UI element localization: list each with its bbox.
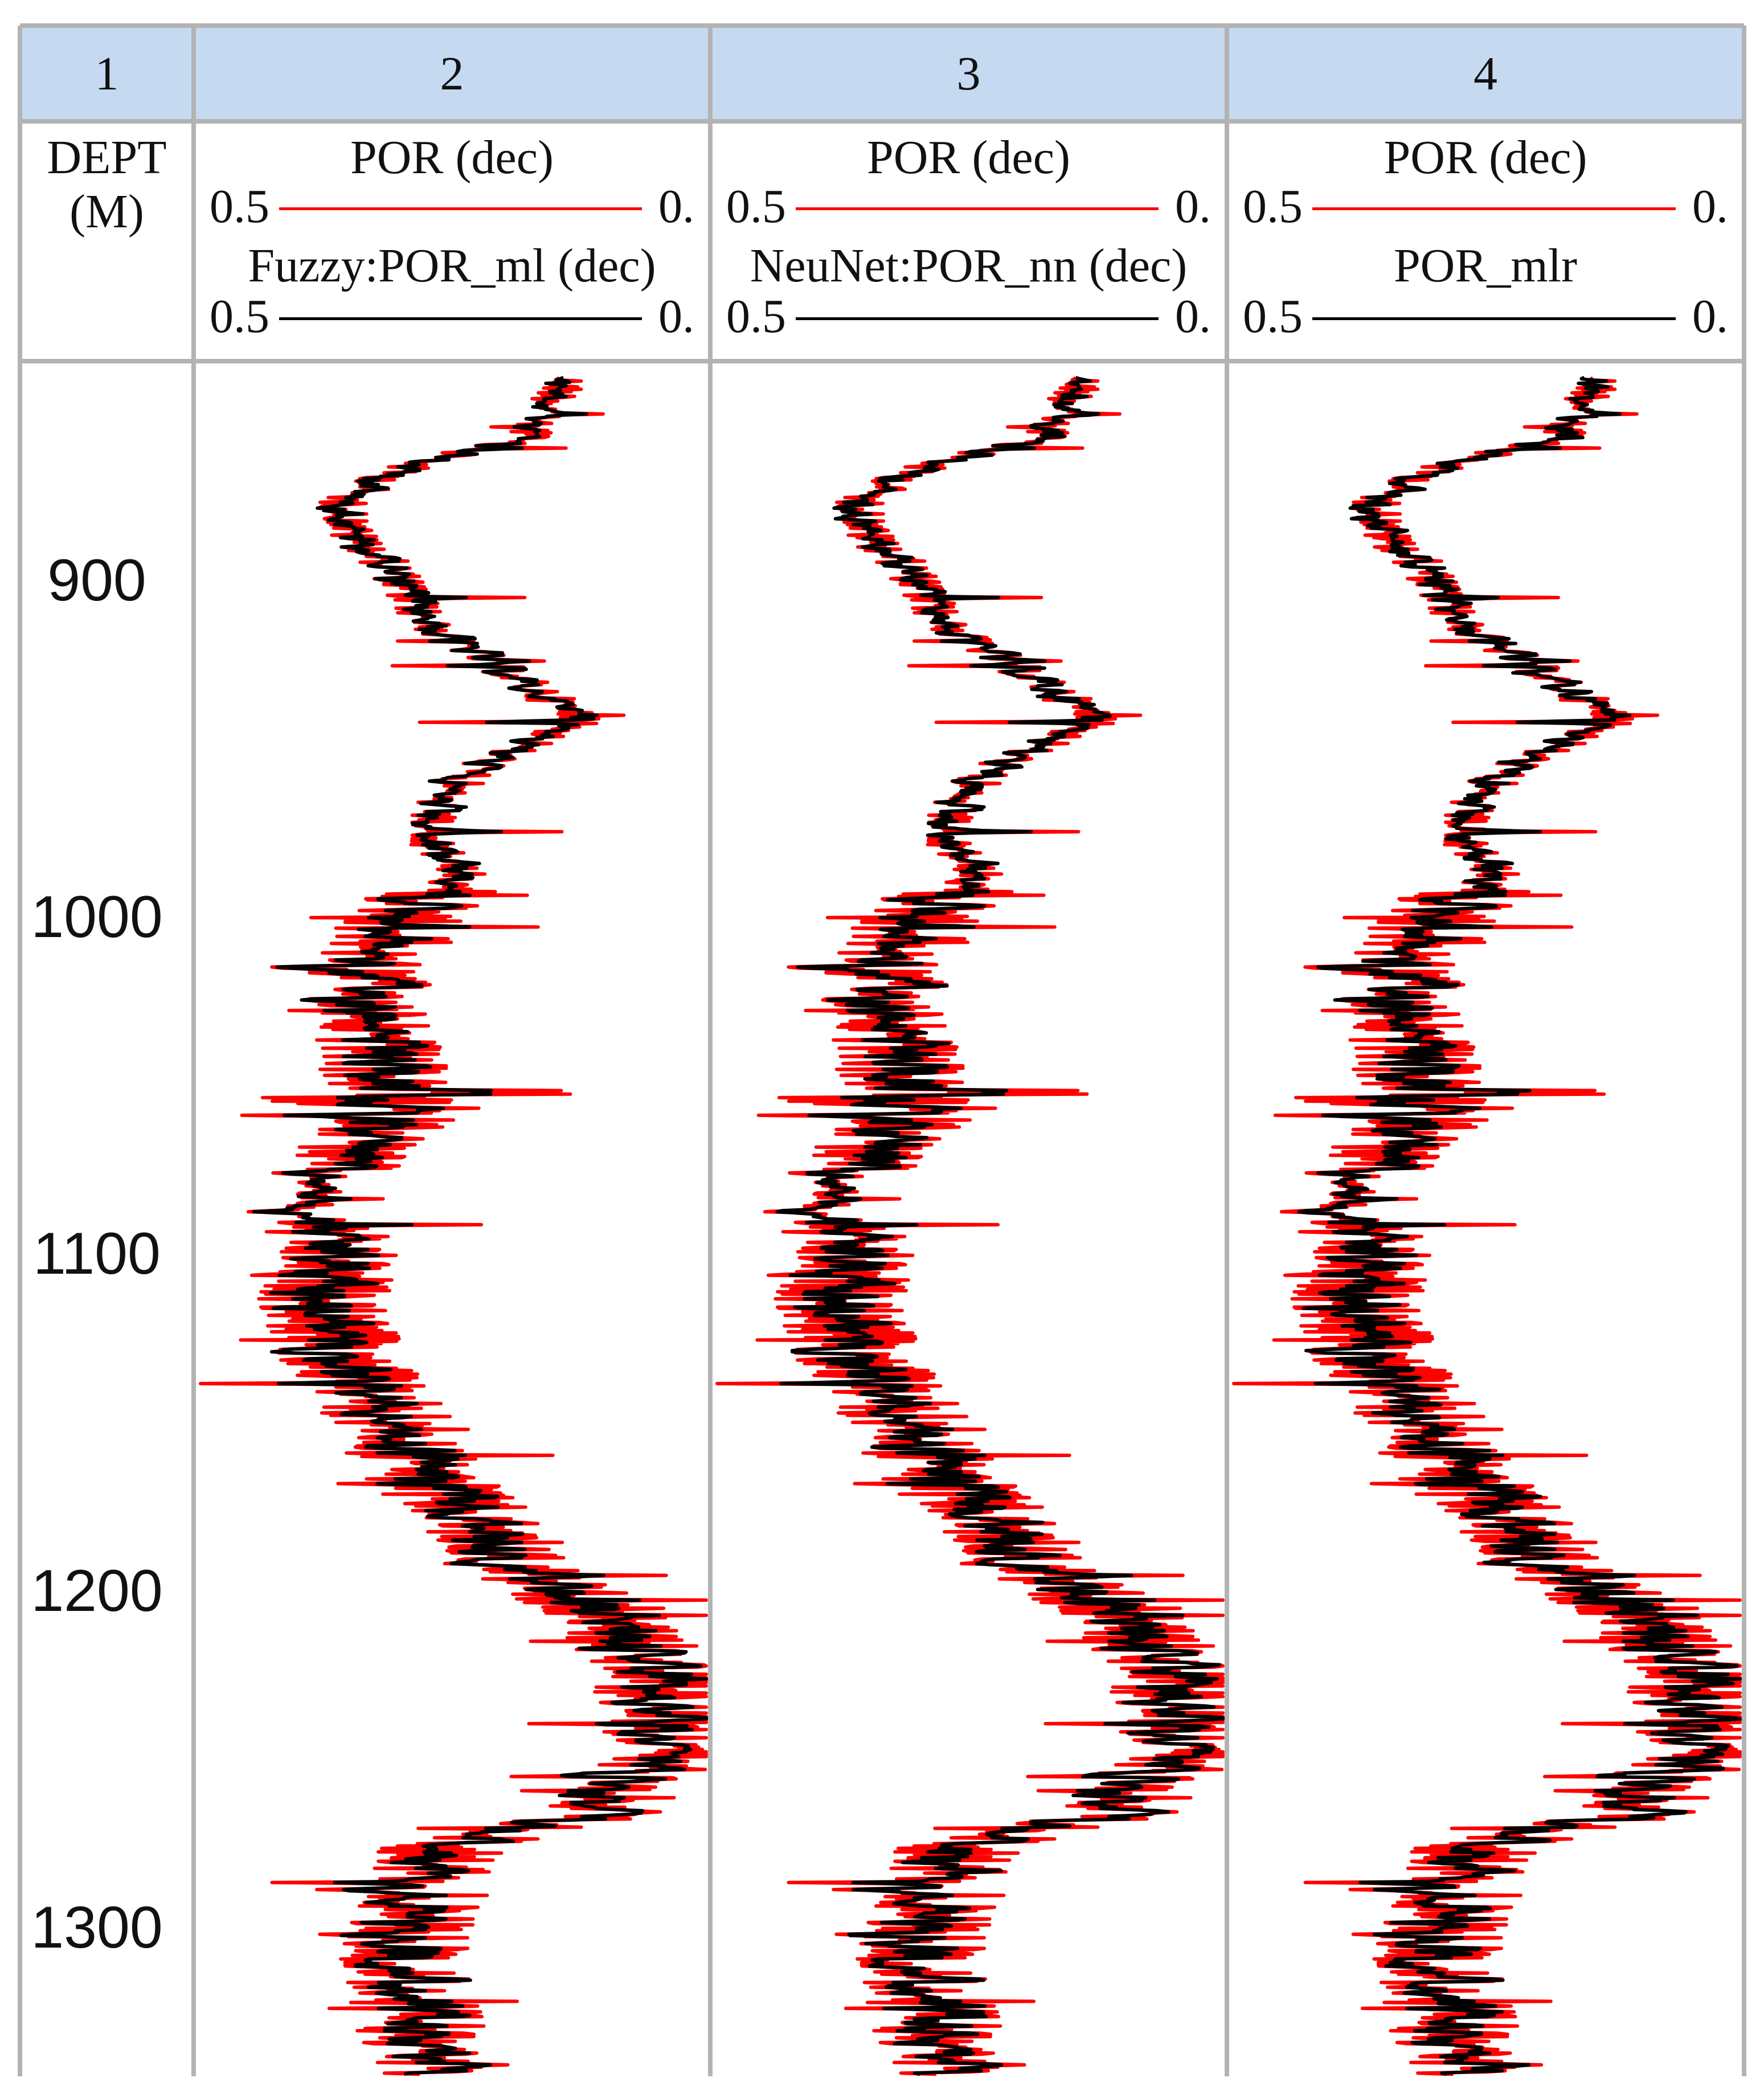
scale-right-value: 0. bbox=[1175, 290, 1211, 343]
track-4-number: 4 bbox=[1227, 26, 1744, 121]
track-2-curve1-name: POR (dec) bbox=[350, 131, 554, 184]
track-3-number: 3 bbox=[710, 26, 1227, 121]
legend-line-red bbox=[796, 207, 1159, 210]
track-3-header: POR (dec) 0.5 0. NeuNet:POR_nn (dec) 0.5… bbox=[710, 121, 1227, 361]
scale-right-value: 0. bbox=[1692, 180, 1728, 233]
legend-line-black bbox=[1312, 317, 1676, 320]
depth-tick-1300: 1300 bbox=[31, 1895, 163, 1961]
track-1-header: DEPT (M) bbox=[20, 121, 194, 361]
scale-right-value: 0. bbox=[1175, 180, 1211, 233]
track-3-curve1-scale: 0.5 0. bbox=[710, 181, 1227, 232]
track-1-number: 1 bbox=[20, 26, 194, 121]
legend-line-red bbox=[279, 207, 642, 210]
depth-tick-1000: 1000 bbox=[31, 884, 163, 950]
depth-header-unit: (M) bbox=[69, 185, 144, 238]
track-3-curve2-scale: 0.5 0. bbox=[710, 291, 1227, 342]
track-4-measured-por-line bbox=[1232, 376, 1742, 2076]
track-3-predicted-line bbox=[775, 375, 1225, 2076]
grid-data-top-line bbox=[20, 359, 1744, 363]
depth-tick-1200: 1200 bbox=[31, 1558, 163, 1624]
scale-right-value: 0. bbox=[658, 180, 694, 233]
track-2-predicted-line bbox=[252, 375, 708, 2076]
grid-vline-3 bbox=[1225, 26, 1229, 2076]
legend-line-black bbox=[796, 317, 1159, 320]
track-2-header: POR (dec) 0.5 0. Fuzzy:POR_ml (dec) 0.5 … bbox=[194, 121, 710, 361]
track-4-predicted-line bbox=[1297, 375, 1742, 2076]
grid-vline-2 bbox=[708, 26, 713, 2076]
track-2-measured-por-line bbox=[199, 376, 708, 2076]
scale-right-value: 0. bbox=[658, 290, 694, 343]
legend-line-red bbox=[1312, 207, 1676, 210]
grid-vline-4 bbox=[1742, 26, 1746, 2076]
scale-left-value: 0.5 bbox=[1243, 290, 1303, 343]
track-2-curve2-scale: 0.5 0. bbox=[194, 291, 710, 342]
grid-top-line bbox=[20, 23, 1744, 28]
scale-left-value: 0.5 bbox=[1243, 180, 1303, 233]
track-3-curve1-name: POR (dec) bbox=[867, 131, 1070, 184]
track-2-curve1-scale: 0.5 0. bbox=[194, 181, 710, 232]
track-4-curve2-scale: 0.5 0. bbox=[1227, 291, 1744, 342]
scale-left-value: 0.5 bbox=[210, 180, 269, 233]
track-4-curve1-name: POR (dec) bbox=[1384, 131, 1587, 184]
grid-vline-0 bbox=[18, 26, 22, 2076]
track-4-header: POR (dec) 0.5 0. POR_mlr 0.5 0. bbox=[1227, 121, 1744, 361]
track-4-curve2-name: POR_mlr bbox=[1393, 239, 1578, 292]
grid-header-line bbox=[20, 119, 1744, 124]
scale-left-value: 0.5 bbox=[726, 290, 786, 343]
track-3-curve2-name: NeuNet:POR_nn (dec) bbox=[750, 239, 1188, 292]
legend-line-black bbox=[279, 317, 642, 320]
track-2-number: 2 bbox=[194, 26, 710, 121]
depth-header-title: DEPT bbox=[47, 131, 167, 184]
track-2-curve2-name: Fuzzy:POR_ml (dec) bbox=[248, 239, 656, 292]
grid-vline-1 bbox=[191, 26, 196, 2076]
scale-right-value: 0. bbox=[1692, 290, 1728, 343]
track-4-curve1-scale: 0.5 0. bbox=[1227, 181, 1744, 232]
scale-left-value: 0.5 bbox=[210, 290, 269, 343]
track-3-measured-por-line bbox=[715, 376, 1225, 2076]
depth-tick-900: 900 bbox=[47, 547, 146, 613]
depth-tick-1100: 1100 bbox=[33, 1221, 161, 1287]
scale-left-value: 0.5 bbox=[726, 180, 786, 233]
